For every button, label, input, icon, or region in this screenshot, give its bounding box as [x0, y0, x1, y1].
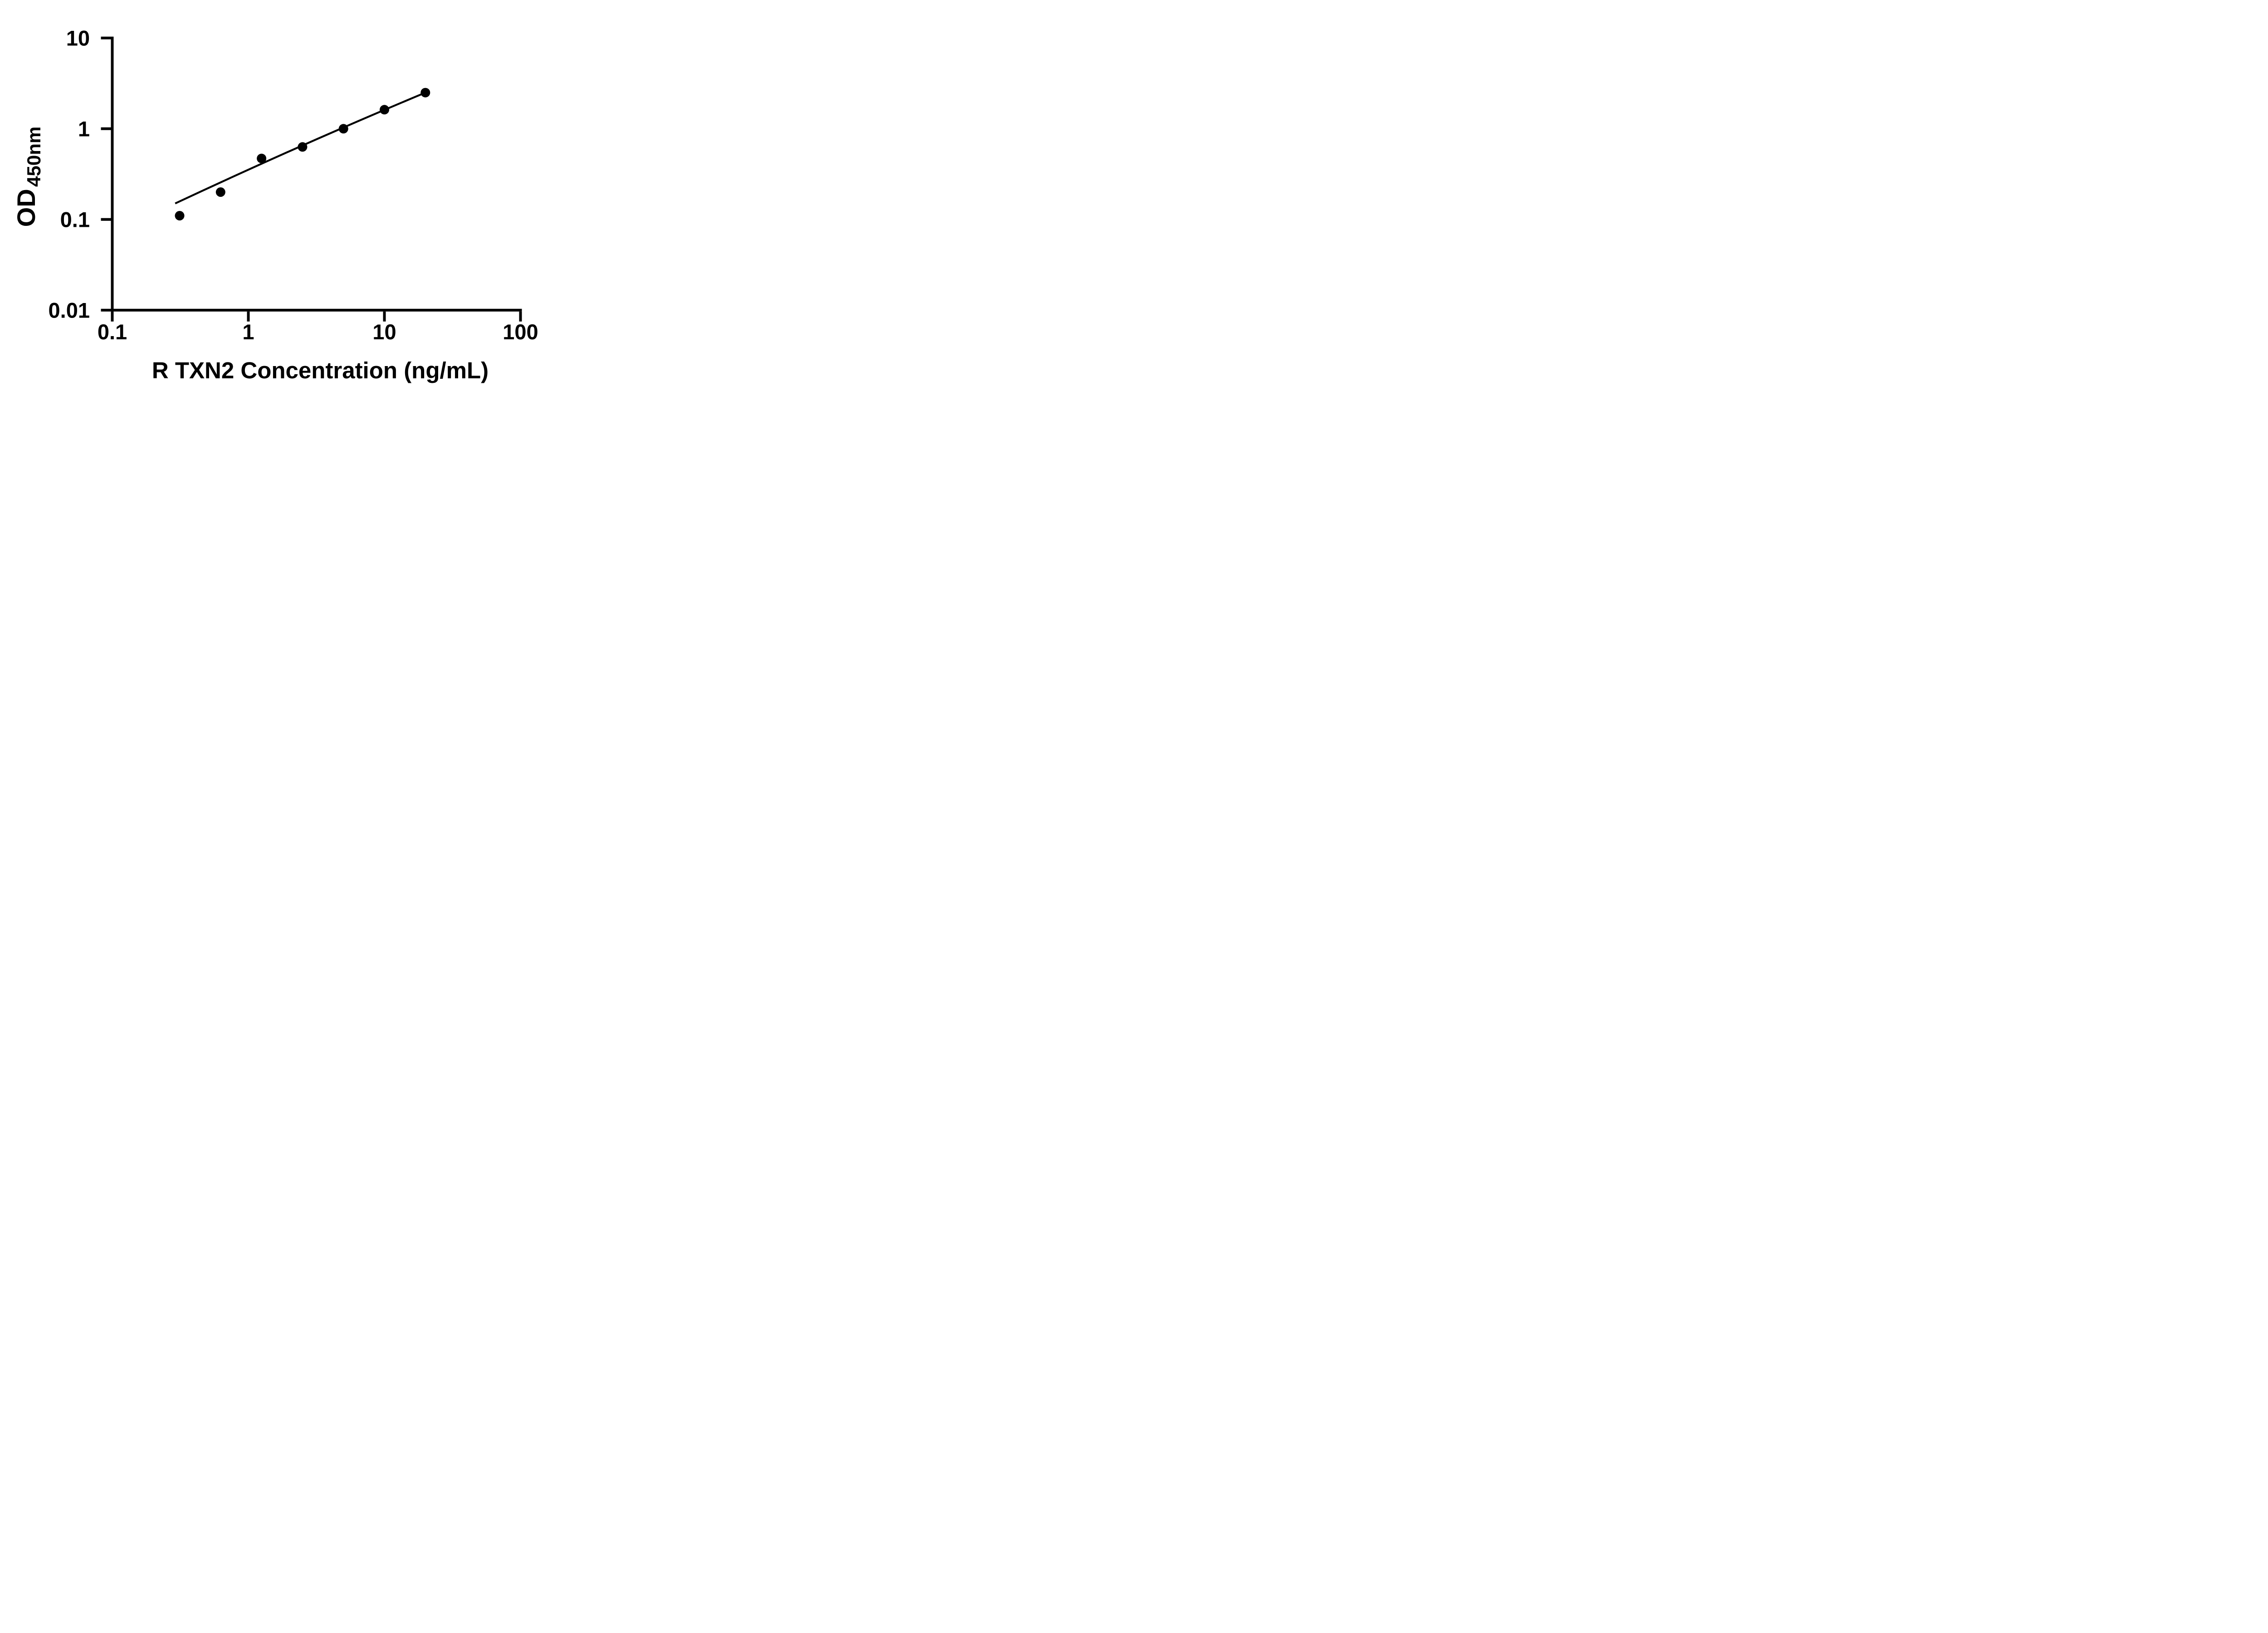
axes [111, 36, 522, 312]
y-axis-title: OD 450nm [12, 127, 44, 227]
x-tick-label: 100 [503, 320, 538, 344]
tick-marks [101, 36, 522, 322]
x-tick-label: 1 [242, 320, 254, 344]
data-point [420, 88, 430, 98]
y-tick-label: 10 [66, 26, 90, 50]
data-point [175, 211, 185, 220]
y-axis-title-main: OD [12, 189, 40, 227]
chart-canvas: 0.1 1 10 100 10 1 0.1 0.01 R TXN2 Concentration… [12, 26, 538, 383]
y-axis-title-subscript: 450nm [23, 127, 44, 187]
data-point [298, 142, 308, 152]
data-point [338, 124, 348, 134]
data-points [175, 88, 430, 220]
elisa-standard-curve-figure: 0.1 1 10 100 10 1 0.1 0.01 R TXN2 Concentration… [0, 0, 583, 408]
y-tick-label: 0.01 [49, 298, 90, 322]
x-axis-title: R TXN2 Concentration (ng/mL) [152, 357, 489, 383]
tick-labels: 0.1 1 10 100 10 1 0.1 0.01 [49, 26, 538, 344]
x-tick-label: 0.1 [98, 320, 127, 344]
data-point [215, 187, 225, 197]
y-tick-label: 1 [78, 117, 90, 141]
y-tick-label: 0.1 [60, 207, 90, 231]
data-point [380, 105, 389, 115]
data-point [257, 153, 267, 163]
x-tick-label: 10 [372, 320, 396, 344]
